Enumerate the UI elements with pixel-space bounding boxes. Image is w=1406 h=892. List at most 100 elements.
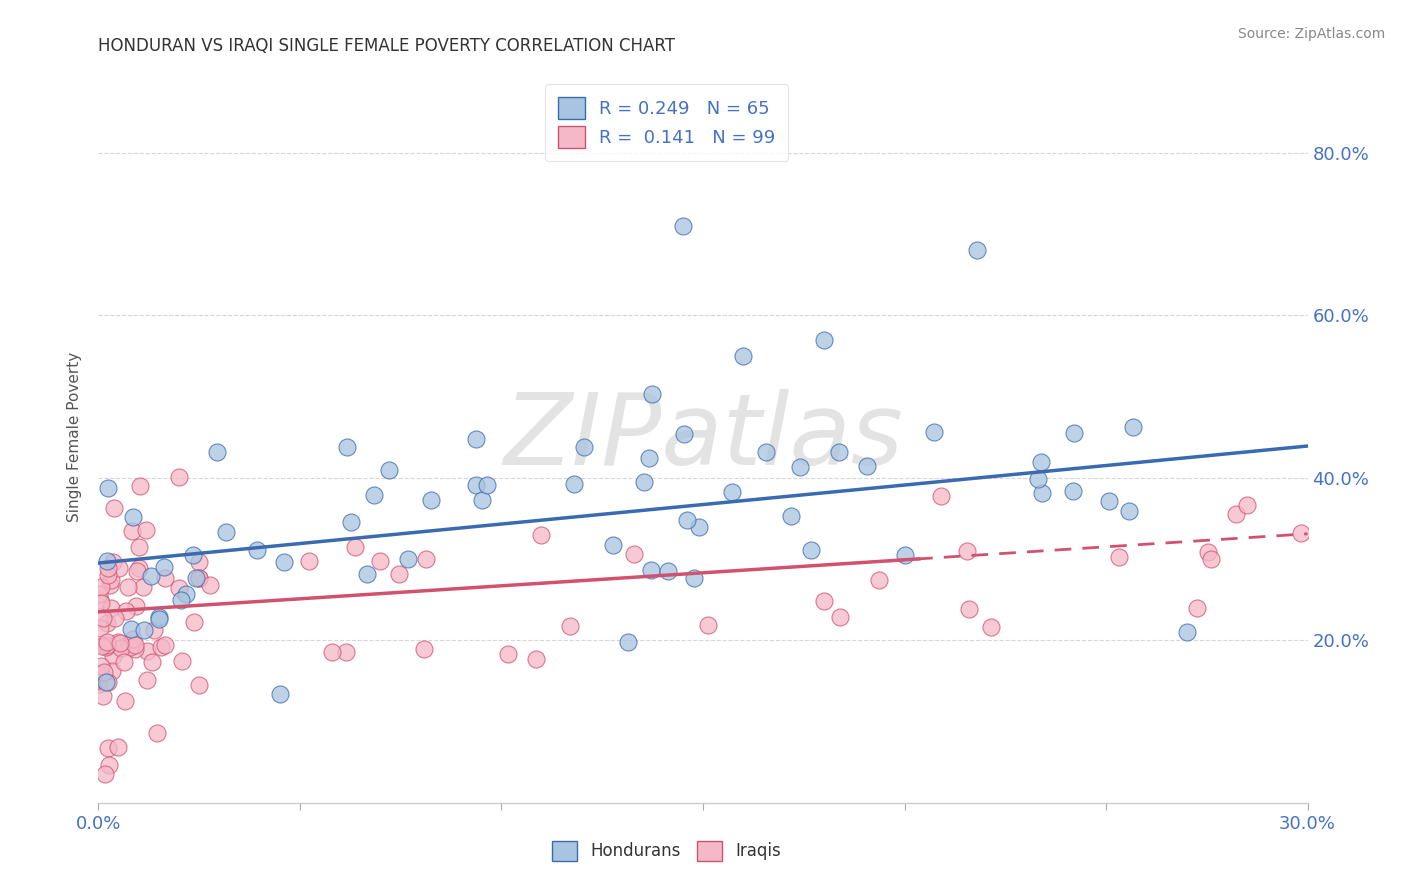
Point [633,475,655,490]
Point [141,655,163,669]
Point [721,484,744,499]
Point [100,601,122,615]
Point [340,515,363,529]
Point [813,333,835,347]
Point [420,492,443,507]
Point [141,569,163,583]
Point [134,623,156,637]
Point [356,566,378,581]
Point [90,659,112,673]
Point [93,665,115,679]
Point [187,678,209,692]
Point [464,432,486,446]
Point [205,445,228,459]
Point [108,560,131,574]
Point [89,593,111,607]
Point [530,528,553,542]
Point [696,617,718,632]
Point [957,602,980,616]
Point [174,586,197,600]
Point [321,645,343,659]
Point [96,674,118,689]
Point [368,554,391,568]
Point [344,540,367,554]
Point [87,667,110,681]
Point [103,500,125,515]
Point [755,445,778,459]
Point [1026,472,1049,486]
Point [1098,494,1121,508]
Point [148,610,170,624]
Point [131,580,153,594]
Point [477,478,499,492]
Point [378,463,401,477]
Point [1063,425,1085,440]
Point [100,574,122,588]
Point [87,673,110,687]
Text: Source: ZipAtlas.com: Source: ZipAtlas.com [1237,27,1385,41]
Point [114,694,136,708]
Point [298,554,321,568]
Point [97,568,120,582]
Text: ZIPatlas: ZIPatlas [503,389,903,485]
Point [94,766,117,780]
Point [558,619,581,633]
Point [980,619,1002,633]
Point [688,520,710,534]
Point [93,611,115,625]
Point [103,648,125,663]
Point [1122,420,1144,434]
Point [97,757,120,772]
Point [90,667,112,681]
Point [657,564,679,578]
Point [96,640,118,655]
Point [104,610,127,624]
Point [415,552,437,566]
Point [562,476,585,491]
Point [856,458,879,473]
Point [602,538,624,552]
Point [90,639,112,653]
Point [780,508,803,523]
Text: HONDURAN VS IRAQI SINGLE FEMALE POVERTY CORRELATION CHART: HONDURAN VS IRAQI SINGLE FEMALE POVERTY … [98,37,675,54]
Point [966,243,988,257]
Point [1031,486,1053,500]
Point [153,571,176,585]
Point [789,459,811,474]
Point [101,664,124,678]
Point [524,652,547,666]
Point [672,427,695,442]
Point [465,478,488,492]
Point [169,582,191,596]
Point [128,540,150,554]
Point [135,523,157,537]
Point [1236,498,1258,512]
Point [135,643,157,657]
Point [146,725,169,739]
Point [155,638,177,652]
Point [120,640,142,655]
Point [110,641,132,656]
Point [471,493,494,508]
Point [1175,625,1198,640]
Point [1197,545,1219,559]
Point [128,479,150,493]
Point [120,623,142,637]
Point [246,542,269,557]
Point [167,470,190,484]
Point [868,574,890,588]
Point [188,571,211,585]
Point [1062,483,1084,498]
Point [169,592,191,607]
Point [121,524,143,538]
Point [1225,507,1247,521]
Point [623,547,645,561]
Point [273,555,295,569]
Point [828,445,851,459]
Point [122,632,145,646]
Point [96,674,118,689]
Point [640,563,662,577]
Point [143,623,166,637]
Point [813,593,835,607]
Point [269,687,291,701]
